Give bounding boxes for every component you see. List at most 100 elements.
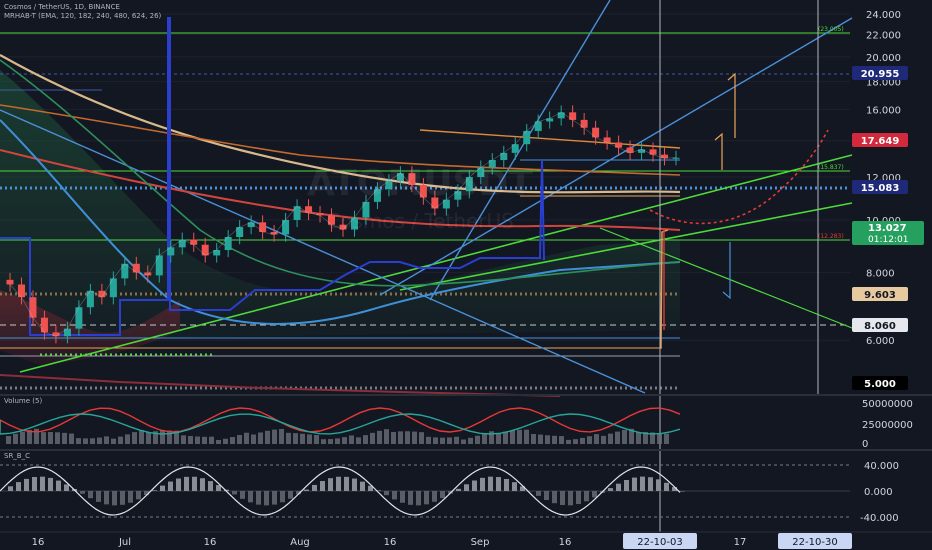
volume-bar [160, 430, 165, 444]
ema-line-tan [0, 54, 681, 194]
volume-bar [622, 429, 627, 444]
volume-tick-zero: 0 [862, 439, 868, 450]
volume-bar [328, 439, 333, 444]
osc-histogram-bar [64, 484, 69, 491]
candle-body [626, 147, 634, 153]
osc-tick-zero: 0.000 [864, 487, 893, 498]
candle-body [488, 160, 496, 168]
osc-histogram-bar [120, 491, 125, 505]
time-axis[interactable]: 16 Jul 16 Aug 16 Sep 16 22-10-03 17 22-10-30 [32, 533, 852, 549]
volume-bar [104, 436, 109, 444]
osc-histogram-bar [128, 491, 133, 503]
volume-bar [461, 439, 466, 444]
volume-bar [321, 439, 326, 444]
osc-histogram-bar [320, 481, 325, 491]
trendline-blue-down [0, 109, 646, 394]
osc-histogram-bar [512, 482, 517, 491]
osc-histogram-bar [552, 491, 557, 504]
price-axis-tick: 16.000 [866, 105, 901, 116]
candle-body [259, 222, 267, 233]
osc-histogram-bar [224, 489, 229, 491]
volume-bar [251, 434, 256, 444]
candle-body [500, 152, 508, 161]
candle-body [63, 328, 71, 337]
osc-histogram-bar [88, 491, 93, 499]
volume-bar [545, 435, 550, 444]
volume-bar [601, 435, 606, 444]
volume-bar [13, 433, 18, 444]
price-axis-tick: 18.000 [866, 78, 901, 89]
osc-histogram-bar [96, 491, 101, 502]
volume-bar [629, 428, 634, 444]
volume-bar [132, 432, 137, 444]
volume-title[interactable]: Volume (5) [4, 397, 42, 405]
candle-body [247, 222, 255, 228]
candle-body [40, 317, 48, 333]
price-axis-tick: 12.000 [866, 173, 901, 184]
volume-bar [279, 428, 284, 444]
candle-body [523, 130, 531, 145]
annotation-23005: (23.005) [818, 26, 844, 33]
trendline-blue-up-steep [429, 0, 611, 301]
volume-bar [181, 435, 186, 444]
candle-body [649, 149, 657, 155]
volume-bar [580, 437, 585, 444]
volume-bar [566, 439, 571, 444]
candle-body [477, 167, 485, 178]
candle-body [385, 181, 393, 190]
volume-bar [489, 431, 494, 444]
volume-bar [188, 435, 193, 444]
header-indicator-line[interactable]: MRHAB-T (EMA, 120, 182, 240, 480, 624, 2… [4, 12, 162, 20]
trendline-orange-down [419, 129, 681, 149]
candle-body [86, 290, 94, 308]
osc-histogram-bar [480, 477, 485, 491]
candle-body [431, 197, 439, 209]
price-tag-5000: 5.000 [852, 376, 908, 390]
volume-bar [370, 432, 375, 444]
annotation-15837: (15.837) [818, 164, 844, 171]
volume-bar [377, 430, 382, 444]
osc-histogram-bar [592, 491, 597, 498]
volume-bar [286, 432, 291, 444]
volume-bar [412, 431, 417, 444]
volume-tick-top: 50000000 [862, 399, 913, 410]
time-axis-tick: 16 [204, 537, 217, 548]
osc-histogram-bar [184, 476, 189, 491]
candle-body [557, 112, 565, 119]
candle-body [350, 217, 358, 230]
osc-histogram-bar [472, 480, 477, 491]
volume-bar [664, 433, 669, 444]
volume-bar [195, 436, 200, 444]
price-tag-17649: 17.649 [852, 133, 908, 147]
annotation-12283: (12.283) [818, 233, 844, 240]
osc-histogram-bar [280, 491, 285, 503]
osc-histogram-bar [272, 491, 277, 505]
osc-histogram-bar [144, 491, 149, 496]
candle-body [132, 263, 140, 273]
volume-bar [139, 430, 144, 444]
osc-histogram-bar [416, 491, 421, 506]
osc-histogram-bar [496, 477, 501, 491]
candle-body [419, 185, 427, 198]
projection-curve-red [649, 129, 829, 225]
volume-bar [90, 438, 95, 444]
header-symbol-line[interactable]: Cosmos / TetherUS, 1D, BINANCE [4, 3, 120, 11]
time-axis-tick: Jul [118, 537, 131, 548]
volume-bar [34, 428, 39, 444]
osc-title[interactable]: SR_B_C [4, 452, 30, 460]
volume-bar [265, 430, 270, 444]
candle-body [98, 290, 106, 298]
osc-histogram-bar [384, 491, 389, 496]
candle-body [534, 121, 542, 131]
svg-text:8.060: 8.060 [864, 321, 896, 332]
volume-bar [20, 431, 25, 444]
price-line [9, 111, 677, 337]
volume-bar [174, 430, 179, 444]
osc-histogram-bar [664, 482, 669, 491]
candle-body [121, 263, 129, 279]
osc-histogram-bar [288, 491, 293, 499]
volume-bar [167, 430, 172, 444]
osc-histogram-bar [672, 487, 677, 491]
volume-bar [76, 438, 81, 444]
